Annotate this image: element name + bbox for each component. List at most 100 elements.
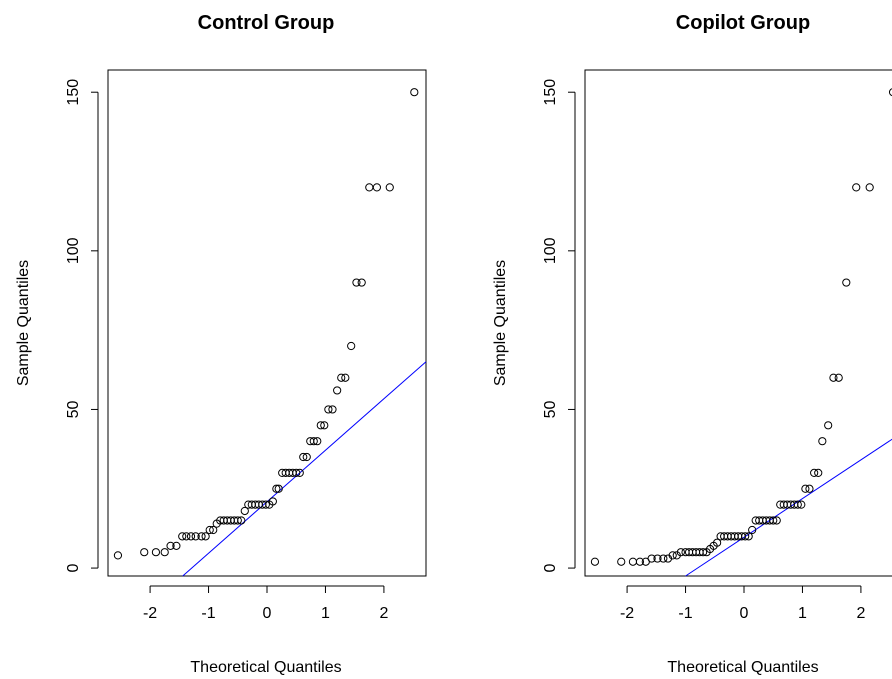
x-tick-label: 1 [798,605,807,622]
y-axis-label: Sample Quantiles [15,260,32,386]
data-point [201,532,210,541]
data-point [805,484,814,493]
y-axis: 0 50 100 150 [65,79,99,573]
data-point [328,405,337,414]
data-point [814,468,823,477]
data-point [810,468,819,477]
data-point [292,468,301,477]
data-point [186,532,196,541]
y-tick-label: 50 [65,400,82,418]
data-point [302,452,311,462]
plot-frame [584,69,892,577]
panel-title: Copilot Group [676,12,810,34]
data-point [769,516,778,525]
y-tick-label: 0 [65,564,82,573]
data-point [166,541,175,550]
data-point [698,548,708,557]
data-point [272,484,281,493]
data-point [590,557,600,566]
data-point [261,500,270,509]
x-tick-label: 2 [379,605,388,622]
data-point [818,437,827,446]
data-point [744,532,753,541]
x-axis: -2 -1 0 1 2 [620,585,865,622]
data-point [178,532,187,541]
x-tick-label: -1 [201,605,215,622]
data-point [653,554,662,563]
x-axis-label: Theoretical Quantiles [190,659,341,676]
data-point [676,548,685,557]
control-group-panel: Control Group -2 -1 0 1 2 0 50 100 150 Theoreti… [15,12,427,676]
y-axis-label: Sample Quantiles [492,260,509,386]
data-point [324,405,333,414]
x-tick-label: -2 [620,605,634,622]
data-point [365,183,374,192]
data-point [274,484,283,493]
points-layer [113,88,419,560]
data-point [852,183,861,192]
data-point [741,532,750,541]
data-point [617,557,626,566]
data-point [172,541,181,550]
data-point [888,88,892,97]
data-point [209,525,218,535]
plot-frame [107,69,427,577]
data-point [834,373,843,382]
panel-title: Control Group [198,12,335,34]
x-axis: -2 -1 0 1 2 [143,585,388,622]
x-tick-label: 0 [263,605,272,622]
data-point [659,554,668,563]
data-point [668,551,677,560]
data-point [628,557,638,566]
data-point [410,88,419,97]
data-point [647,554,656,563]
y-tick-label: 100 [65,237,82,264]
reference-line [685,438,892,577]
data-point [113,551,123,560]
y-tick-label: 150 [65,79,82,106]
points-layer [590,88,892,566]
data-point [313,437,322,446]
data-point [333,386,342,395]
data-point [268,497,277,506]
x-tick-label: -2 [143,605,157,622]
x-axis-label: Theoretical Quantiles [667,659,818,676]
data-point [240,506,249,516]
data-point [865,183,874,192]
data-point [824,421,833,430]
y-tick-label: 0 [542,564,559,573]
data-point [197,532,206,541]
data-point [748,525,757,535]
y-tick-label: 100 [542,237,559,264]
data-point [713,538,722,547]
data-point [160,548,169,557]
data-point [385,183,394,192]
data-point [299,452,308,462]
data-point [309,437,318,446]
data-point [341,373,350,382]
data-point [347,341,356,351]
data-point [357,278,366,287]
data-point [801,484,810,493]
x-tick-label: -1 [678,605,692,622]
data-point [635,557,645,566]
y-axis: 0 50 100 150 [542,79,576,573]
data-point [320,421,329,430]
data-point [772,516,781,525]
data-point [237,516,246,525]
data-point [316,421,325,430]
x-tick-label: 0 [740,605,749,622]
data-point [842,278,851,287]
reference-line-layer [182,361,427,577]
data-point [151,548,161,557]
copilot-group-panel: Copilot Group -2 -1 0 1 2 0 50 100 150 Theoreti… [492,12,892,676]
data-point [205,525,214,535]
reference-line [182,361,427,577]
data-point [191,532,200,541]
data-point [233,516,242,525]
data-point [295,468,304,477]
reference-line-layer [685,438,892,577]
data-point [140,548,149,557]
x-tick-label: 1 [321,605,330,622]
